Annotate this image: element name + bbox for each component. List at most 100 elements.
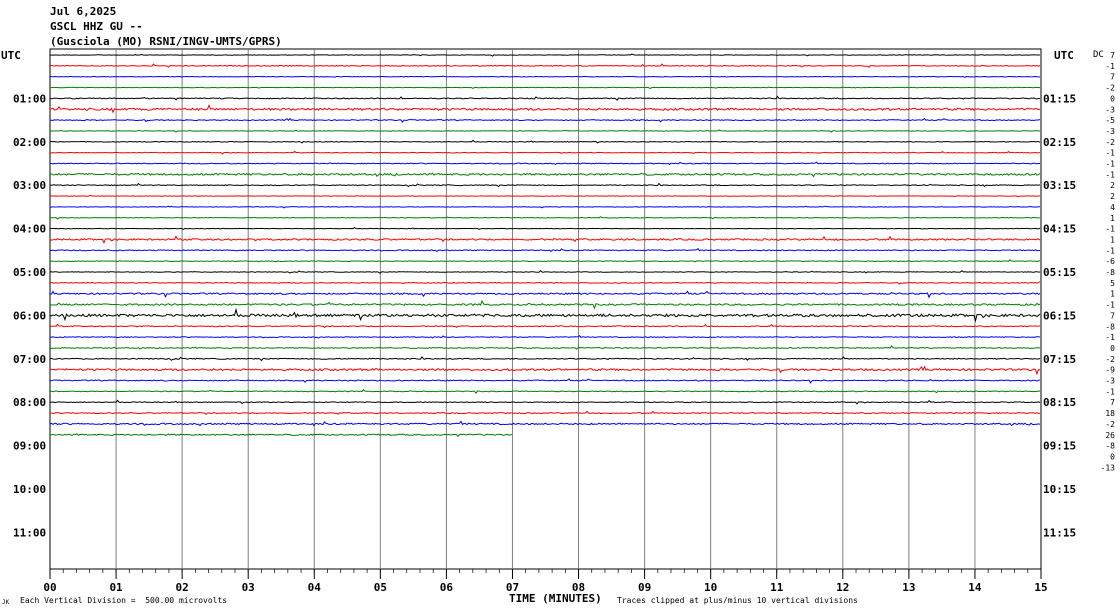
right-hour-label-3: 03:15 [1043,179,1076,192]
trace-27 [49,345,1041,350]
dc-offset-36: -8 [1105,442,1115,451]
dc-offset-9: -1 [1105,149,1115,158]
dc-label: DC [1093,50,1104,60]
x-tick-label-07: 07 [506,581,519,594]
x-tick-label-03: 03 [242,581,255,594]
dc-offset-32: 7 [1110,398,1115,407]
trace-26 [49,335,1041,339]
dc-offset-4: 0 [1110,94,1115,103]
right-hour-label-10: 10:15 [1043,483,1076,496]
trace-32 [49,399,1041,405]
right-hour-label-8: 08:15 [1043,396,1076,409]
trace-10 [49,161,1041,166]
dc-offset-0: 7 [1110,51,1115,60]
right-hour-label-5: 05:15 [1043,266,1076,279]
x-axis-title: TIME (MINUTES) [509,592,602,605]
dc-offset-6: -5 [1105,116,1115,125]
left-hour-label-10: 10:00 [13,483,46,496]
header-date: Jul 6,2025 [50,5,117,18]
dc-offset-20: -8 [1105,268,1115,277]
trace-21 [49,281,1041,285]
trace-13 [49,194,1041,198]
dc-offset-17: 1 [1110,235,1115,244]
left-hour-label-1: 01:00 [13,92,46,105]
trace-18 [49,247,1041,253]
trace-35 [49,433,513,438]
dc-offset-1: -1 [1105,62,1115,71]
x-tick-label-12: 12 [836,581,849,594]
trace-34 [49,420,1041,427]
left-hour-label-11: 11:00 [13,526,46,539]
trace-31 [49,388,1041,395]
trace-4 [49,95,1041,101]
dc-offset-23: -1 [1105,301,1115,310]
dc-offset-21: 5 [1110,279,1115,288]
x-tick-label-13: 13 [902,581,915,594]
x-tick-label-08: 08 [572,581,585,594]
x-tick-label-05: 05 [374,581,387,594]
trace-16 [49,226,1041,230]
dc-offset-7: -3 [1105,127,1115,136]
trace-30 [49,378,1041,384]
trace-19 [49,259,1041,263]
x-tick-label-14: 14 [968,581,982,594]
x-tick-label-02: 02 [176,581,189,594]
x-tick-label-06: 06 [440,581,454,594]
trace-14 [49,205,1041,209]
right-hour-label-11: 11:15 [1043,526,1076,539]
dc-offset-16: -1 [1105,225,1115,234]
trace-8 [49,139,1041,144]
trace-9 [49,150,1041,155]
dc-offset-15: 1 [1110,214,1115,223]
x-tick-label-04: 04 [308,581,322,594]
dc-offset-35: 26 [1105,431,1115,440]
x-tick-label-00: 00 [43,581,56,594]
trace-12 [49,182,1041,188]
right-hour-label-7: 07:15 [1043,353,1076,366]
dc-offset-14: 4 [1110,203,1115,212]
dc-offset-12: 2 [1110,181,1115,190]
dc-offset-3: -2 [1105,84,1115,93]
left-hour-label-6: 06:00 [13,309,46,322]
dc-offset-34: -2 [1105,420,1115,429]
trace-7 [49,129,1041,133]
dc-offset-18: -1 [1105,246,1115,255]
x-tick-label-01: 01 [109,581,123,594]
header-station: (Gusciola (MO) RSNI/INGV-UMTS/GPRS) [50,35,282,48]
dc-offset-29: -9 [1105,366,1115,375]
x-tick-label-09: 09 [638,581,651,594]
trace-29 [49,365,1041,376]
dc-offset-33: 18 [1105,409,1115,418]
right-hour-label-2: 02:15 [1043,136,1076,149]
left-hour-label-2: 02:00 [13,136,46,149]
dc-offset-24: 7 [1110,311,1115,320]
trace-0 [49,53,1041,57]
corner-mark: JK [2,599,10,606]
trace-6 [49,117,1041,124]
x-tick-label-15: 15 [1034,581,1047,594]
right-hour-label-0: UTC [1054,49,1074,62]
dc-offset-28: -2 [1105,355,1115,364]
x-tick-label-10: 10 [704,581,717,594]
trace-1 [49,63,1041,68]
trace-2 [49,75,1041,79]
right-hour-label-6: 06:15 [1043,309,1076,322]
trace-5 [49,104,1041,114]
left-hour-label-9: 09:00 [13,440,46,453]
left-hour-label-5: 05:00 [13,266,46,279]
dc-offset-37: 0 [1110,452,1115,461]
trace-3 [49,86,1041,90]
trace-20 [49,269,1041,274]
clip-note: Traces clipped at plus/minus 10 vertical… [617,596,858,605]
dc-offset-5: -3 [1105,105,1115,114]
trace-25 [49,323,1041,329]
trace-22 [49,290,1041,299]
dc-offset-8: -2 [1105,138,1115,147]
right-hour-label-9: 09:15 [1043,440,1076,453]
dc-offset-10: -1 [1105,160,1115,169]
dc-offset-2: 7 [1110,73,1115,82]
dc-offset-27: 0 [1110,344,1115,353]
dc-offset-26: -1 [1105,333,1115,342]
vertical-division-note: Each Vertical Division = 500.00 microvol… [20,596,228,605]
